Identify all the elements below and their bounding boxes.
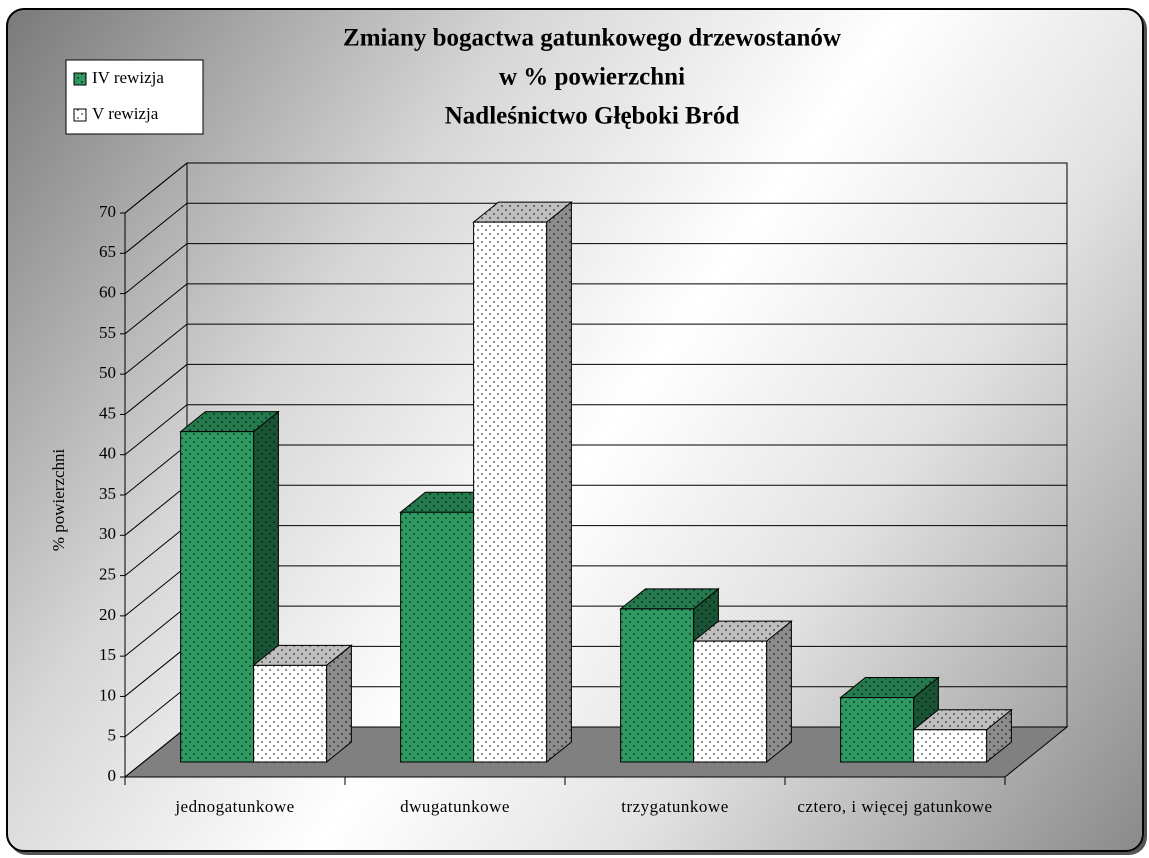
y-tick-label: 65 bbox=[99, 242, 116, 261]
legend-label: V rewizja bbox=[92, 104, 159, 123]
y-tick-label: 60 bbox=[99, 282, 116, 301]
grid-line bbox=[124, 162, 1067, 214]
legend-swatch-dots bbox=[74, 109, 86, 121]
bar-dots bbox=[180, 431, 255, 763]
bar-dots bbox=[400, 511, 475, 763]
y-tick-label: 10 bbox=[99, 685, 116, 704]
y-tick-label: 20 bbox=[99, 605, 116, 624]
bar-dots bbox=[913, 729, 988, 763]
bar-dots bbox=[693, 640, 768, 763]
grid-line bbox=[124, 243, 1067, 294]
bar-dots bbox=[473, 221, 548, 763]
y-tick-label: 5 bbox=[108, 726, 117, 745]
chart-title: Zmiany bogactwa gatunkowego drzewostanów bbox=[343, 25, 841, 52]
x-tick-label: cztero, i więcej gatunkowe bbox=[797, 797, 993, 816]
grid-line bbox=[124, 283, 1067, 335]
grid-line bbox=[124, 363, 1067, 415]
y-tick-label: 35 bbox=[99, 484, 116, 503]
legend-label: IV rewizja bbox=[92, 68, 164, 87]
y-tick-label: 45 bbox=[99, 403, 116, 422]
y-tick-label: 70 bbox=[99, 202, 116, 221]
chart-title: w % powierzchni bbox=[499, 64, 685, 91]
y-tick-label: 40 bbox=[99, 444, 116, 463]
bar-side-dots bbox=[546, 201, 572, 764]
x-tick-label: jednogatunkowe bbox=[175, 797, 295, 816]
grid-line bbox=[124, 404, 1067, 456]
y-tick-label: 15 bbox=[99, 645, 116, 664]
bar-dots bbox=[620, 608, 695, 763]
grid-line bbox=[124, 202, 1067, 254]
y-tick-label: 50 bbox=[99, 363, 116, 382]
y-tick-label: 55 bbox=[99, 323, 116, 342]
chart-title: Nadleśnictwo Głęboki Bród bbox=[445, 103, 740, 130]
legend-swatch-dots bbox=[74, 73, 86, 85]
y-axis-label: % powierzchni bbox=[49, 449, 68, 552]
bar-dots bbox=[253, 664, 328, 763]
grid-line bbox=[124, 323, 1067, 375]
legend-box bbox=[65, 59, 204, 135]
bar-dots bbox=[840, 697, 915, 763]
y-tick-label: 0 bbox=[108, 766, 117, 785]
x-tick-label: dwugatunkowe bbox=[400, 797, 510, 816]
x-tick-label: trzygatunkowe bbox=[621, 797, 729, 816]
y-tick-label: 30 bbox=[99, 524, 116, 543]
y-tick-label: 25 bbox=[99, 564, 116, 583]
bar-side-dots bbox=[766, 620, 792, 764]
